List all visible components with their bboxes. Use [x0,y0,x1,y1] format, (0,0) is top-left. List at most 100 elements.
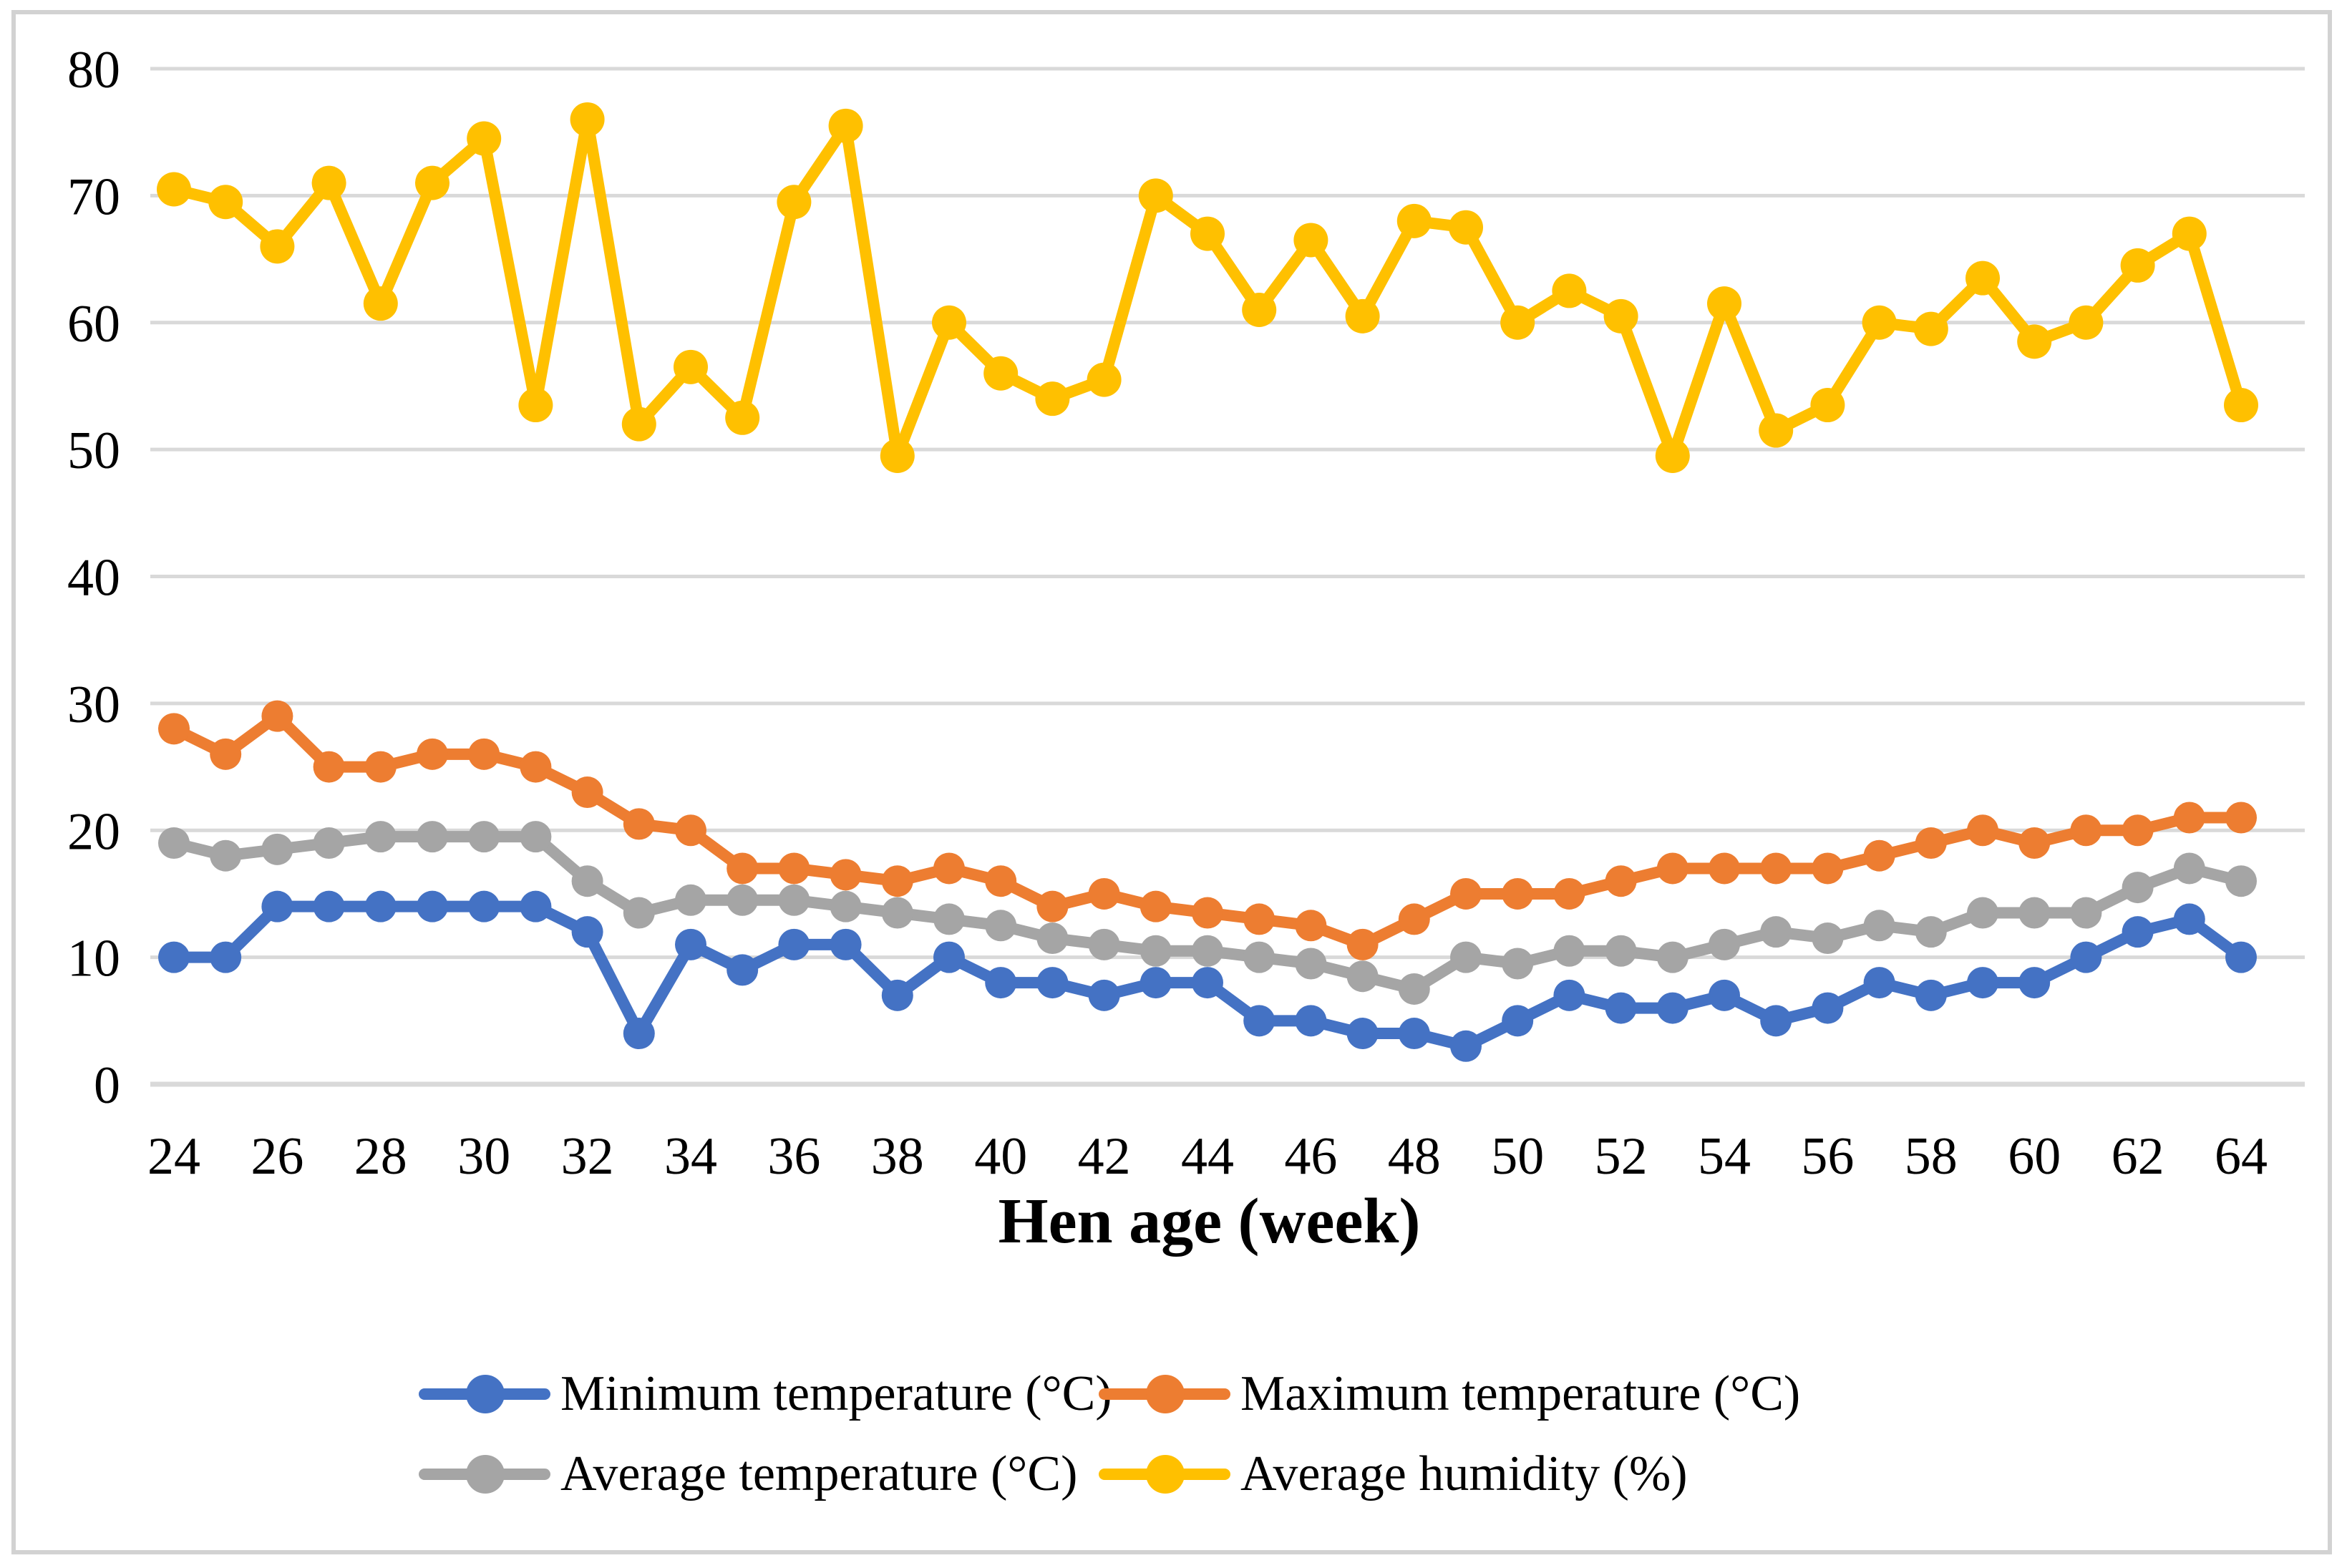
data-point-marker-average-humidity [828,108,863,143]
data-point-marker-average-temperature [2122,872,2154,904]
x-tick-label: 32 [561,1127,614,1186]
data-point-marker-average-temperature [417,821,448,853]
y-tick-label: 0 [94,1056,120,1115]
data-point-marker-minimum-temperature [1863,967,1895,999]
data-point-marker-maximum-temperature [2225,802,2257,834]
data-point-marker-average-humidity [1345,298,1380,333]
x-tick-label: 54 [1698,1127,1751,1186]
data-point-marker-average-temperature [1863,910,1895,942]
data-point-marker-average-temperature [210,839,242,872]
data-point-marker-average-humidity [932,305,966,340]
data-point-marker-average-humidity [1810,388,1845,423]
data-point-marker-average-temperature [1295,948,1327,980]
data-point-marker-average-humidity [1396,203,1432,238]
data-point-marker-average-temperature [881,897,913,929]
legend-label: Minimum temperature (°C) [560,1366,1112,1421]
data-point-marker-minimum-temperature [1450,1030,1482,1062]
data-point-marker-average-temperature [985,910,1017,942]
data-point-marker-maximum-temperature [1036,890,1069,922]
data-point-marker-average-temperature [1140,935,1172,967]
data-point-marker-maximum-temperature [1553,877,1585,910]
data-point-marker-maximum-temperature [1760,852,1792,885]
data-point-marker-minimum-temperature [2173,903,2205,935]
data-point-marker-average-temperature [158,827,190,859]
data-point-marker-maximum-temperature [1915,827,1947,859]
data-point-marker-average-humidity [777,185,812,220]
data-point-marker-average-humidity [1138,178,1173,213]
data-point-marker-average-temperature [1192,935,1223,967]
data-point-marker-average-humidity [518,388,553,423]
data-point-marker-average-humidity [1965,260,2000,296]
data-point-marker-average-temperature [520,821,552,853]
data-point-marker-minimum-temperature [1553,979,1585,1011]
data-point-marker-minimum-temperature [1656,992,1688,1024]
data-point-marker-maximum-temperature [1088,877,1120,910]
data-point-marker-maximum-temperature [778,852,810,885]
data-point-marker-average-humidity [983,356,1019,391]
data-point-marker-minimum-temperature [1915,979,1947,1011]
data-point-marker-maximum-temperature [520,751,552,783]
legend-item-average-temperature: Average temperature (°C) [419,1438,1077,1510]
data-point-marker-average-humidity [880,438,915,473]
data-point-marker-minimum-temperature [1812,992,1844,1024]
data-point-marker-average-humidity [1087,362,1122,397]
data-point-marker-minimum-temperature [210,941,242,973]
data-point-marker-maximum-temperature [623,808,655,840]
legend-marker-line-dot-icon [419,1374,550,1414]
x-tick-label: 46 [1284,1127,1337,1186]
data-point-marker-average-temperature [727,884,759,916]
x-tick-label: 44 [1181,1127,1234,1186]
data-point-marker-maximum-temperature [2018,827,2051,859]
x-axis-title: Hen age (week) [998,1186,1421,1257]
data-point-marker-average-temperature [1346,960,1379,993]
data-point-marker-minimum-temperature [933,941,965,973]
data-point-marker-average-humidity [1293,223,1328,258]
data-point-marker-minimum-temperature [675,928,706,960]
data-point-marker-average-humidity [1862,305,1897,340]
data-point-marker-maximum-temperature [675,814,706,847]
data-point-marker-minimum-temperature [1502,1005,1534,1037]
data-point-marker-minimum-temperature [1088,979,1120,1011]
x-tick-label: 48 [1388,1127,1441,1186]
x-tick-label: 40 [974,1127,1027,1186]
data-point-marker-average-temperature [1760,916,1792,948]
x-tick-label: 64 [2215,1127,2268,1186]
data-point-marker-average-temperature [1915,916,1947,948]
y-tick-label: 40 [67,549,120,608]
data-point-marker-maximum-temperature [1192,897,1223,929]
data-point-marker-average-humidity [2017,324,2052,359]
x-tick-label: 26 [251,1127,303,1186]
legend-item-minimum-temperature: Minimum temperature (°C) [419,1358,1112,1430]
data-point-marker-average-temperature [1502,948,1534,980]
data-point-marker-maximum-temperature [1656,852,1688,885]
data-point-marker-maximum-temperature [985,865,1017,897]
data-point-marker-average-humidity [1603,298,1638,333]
data-point-marker-average-temperature [2225,865,2257,897]
y-tick-label: 30 [67,676,120,734]
data-point-marker-average-temperature [313,827,345,859]
data-point-marker-average-temperature [1088,928,1120,960]
data-point-marker-average-temperature [2018,897,2051,929]
x-tick-label: 36 [767,1127,820,1186]
data-point-marker-minimum-temperature [1346,1018,1379,1050]
data-point-marker-average-humidity [1449,210,1483,245]
data-point-marker-average-temperature [261,833,293,865]
data-point-marker-average-humidity [1242,293,1277,328]
data-point-marker-minimum-temperature [1036,967,1069,999]
data-point-marker-minimum-temperature [985,967,1017,999]
data-point-marker-maximum-temperature [1605,865,1637,897]
data-point-marker-maximum-temperature [1398,903,1430,935]
data-point-marker-minimum-temperature [1140,967,1172,999]
data-point-marker-minimum-temperature [1605,992,1637,1024]
data-point-marker-maximum-temperature [1502,877,1534,910]
data-point-marker-maximum-temperature [571,776,603,809]
data-point-marker-maximum-temperature [1450,877,1482,910]
data-point-marker-average-temperature [1605,935,1637,967]
legend-marker-line-dot-icon [419,1454,550,1494]
data-point-marker-average-humidity [1707,286,1741,321]
legend: Minimum temperature (°C) Maximum tempera… [0,1345,2347,1546]
data-point-marker-maximum-temperature [158,713,190,745]
data-point-marker-average-humidity [1190,216,1225,251]
data-point-marker-maximum-temperature [210,738,242,770]
data-point-marker-maximum-temperature [261,700,293,732]
